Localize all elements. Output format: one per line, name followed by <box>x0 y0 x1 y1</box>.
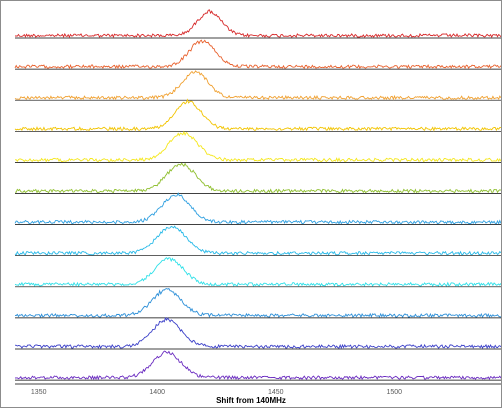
x-tick-label: 1450 <box>268 389 284 396</box>
spectrum-trace-7 <box>14 192 501 225</box>
spectrum-trace-1 <box>14 9 501 39</box>
spectrum-trace-2 <box>14 39 501 70</box>
x-tick-label: 1500 <box>387 389 403 396</box>
spectrum-trace-4 <box>14 98 501 132</box>
x-tick-label: 1350 <box>31 389 47 396</box>
spectrum-traces <box>14 9 501 381</box>
panel-separators <box>15 37 501 385</box>
spectrum-trace-3 <box>14 70 501 101</box>
spectrum-trace-8 <box>14 225 501 256</box>
spectrum-trace-10 <box>14 288 501 319</box>
x-tick-label: 1400 <box>149 389 165 396</box>
x-axis-ticks: 1350 1400 1450 1500 <box>31 389 402 396</box>
spectrum-trace-9 <box>14 257 501 288</box>
spectrum-trace-12 <box>14 350 501 381</box>
spectrum-trace-11 <box>14 316 501 350</box>
x-axis-title: Shift from 140MHz <box>216 396 286 405</box>
spectrum-trace-5 <box>14 130 501 163</box>
spectrum-trace-6 <box>14 162 501 194</box>
